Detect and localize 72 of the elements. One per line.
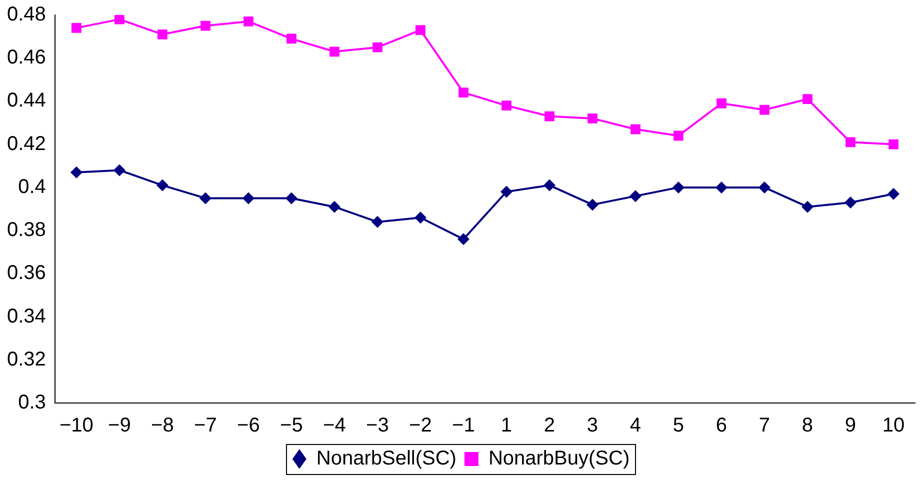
y-tick-label: 0.38 <box>6 219 46 242</box>
point <box>888 188 900 200</box>
point <box>760 104 770 115</box>
x-tick-label: 6 <box>716 414 728 437</box>
point <box>285 192 298 204</box>
x-tick-label: −7 <box>194 414 217 437</box>
y-tick-label: 0.48 <box>6 4 46 26</box>
y-tick-label: 0.46 <box>6 46 46 69</box>
x-tick-label: −4 <box>323 414 346 437</box>
point <box>157 29 168 40</box>
x-tick-label: 5 <box>672 414 684 437</box>
point <box>500 186 512 198</box>
point <box>888 139 898 150</box>
point <box>802 94 812 104</box>
x-tick-label: 9 <box>844 414 856 437</box>
point <box>243 16 254 26</box>
x-tick-label: 3 <box>586 414 598 437</box>
point <box>801 200 814 213</box>
point <box>328 200 340 213</box>
x-tick-label: 10 <box>882 414 905 437</box>
point <box>242 192 254 204</box>
y-tick-label: 0.42 <box>6 132 46 155</box>
x-tick-label: 8 <box>802 414 814 437</box>
point <box>372 42 382 52</box>
x-tick-label: −6 <box>237 414 260 437</box>
point <box>629 190 642 202</box>
point <box>371 216 384 228</box>
point <box>114 15 124 24</box>
point <box>715 181 728 194</box>
point <box>200 20 210 31</box>
point <box>286 34 296 44</box>
x-tick-label: −10 <box>59 414 94 437</box>
point <box>113 164 126 176</box>
x-tick-label: −9 <box>108 414 131 437</box>
point <box>199 192 212 204</box>
point <box>758 181 770 194</box>
point <box>544 111 554 122</box>
x-tick-label: 4 <box>630 414 642 437</box>
x-tick-label: −5 <box>280 414 303 437</box>
point <box>71 22 82 33</box>
point <box>330 46 340 57</box>
x-tick-label: −3 <box>366 414 389 437</box>
y-tick-label: 0.36 <box>6 262 46 284</box>
point <box>70 166 82 178</box>
y-tick-label: 0.3 <box>18 392 46 414</box>
point <box>716 98 726 108</box>
point <box>630 124 640 134</box>
legend-label: NonarbSell(SC) <box>316 448 456 470</box>
y-tick-label: 0.32 <box>6 348 46 370</box>
y-tick-label: 0.34 <box>6 305 46 328</box>
point <box>457 233 470 246</box>
point <box>458 88 468 98</box>
legend-label: NonarbBuy(SC) <box>488 448 630 470</box>
point <box>672 181 684 194</box>
point <box>416 25 426 36</box>
x-tick-label: 2 <box>544 414 556 437</box>
point <box>588 114 598 124</box>
point <box>502 100 512 110</box>
point <box>543 179 556 192</box>
y-tick-label: 0.4 <box>18 176 46 198</box>
point <box>844 196 856 209</box>
x-tick-label: 7 <box>758 414 770 437</box>
x-tick-label: −2 <box>409 414 432 437</box>
x-tick-label: −8 <box>151 414 174 437</box>
point <box>846 137 856 148</box>
x-tick-label: −1 <box>452 414 475 437</box>
y-tick-label: 0.44 <box>6 90 46 112</box>
point <box>586 198 598 211</box>
point <box>674 130 684 141</box>
point <box>156 179 168 192</box>
x-tick-label: 1 <box>500 414 512 437</box>
point <box>414 212 426 224</box>
